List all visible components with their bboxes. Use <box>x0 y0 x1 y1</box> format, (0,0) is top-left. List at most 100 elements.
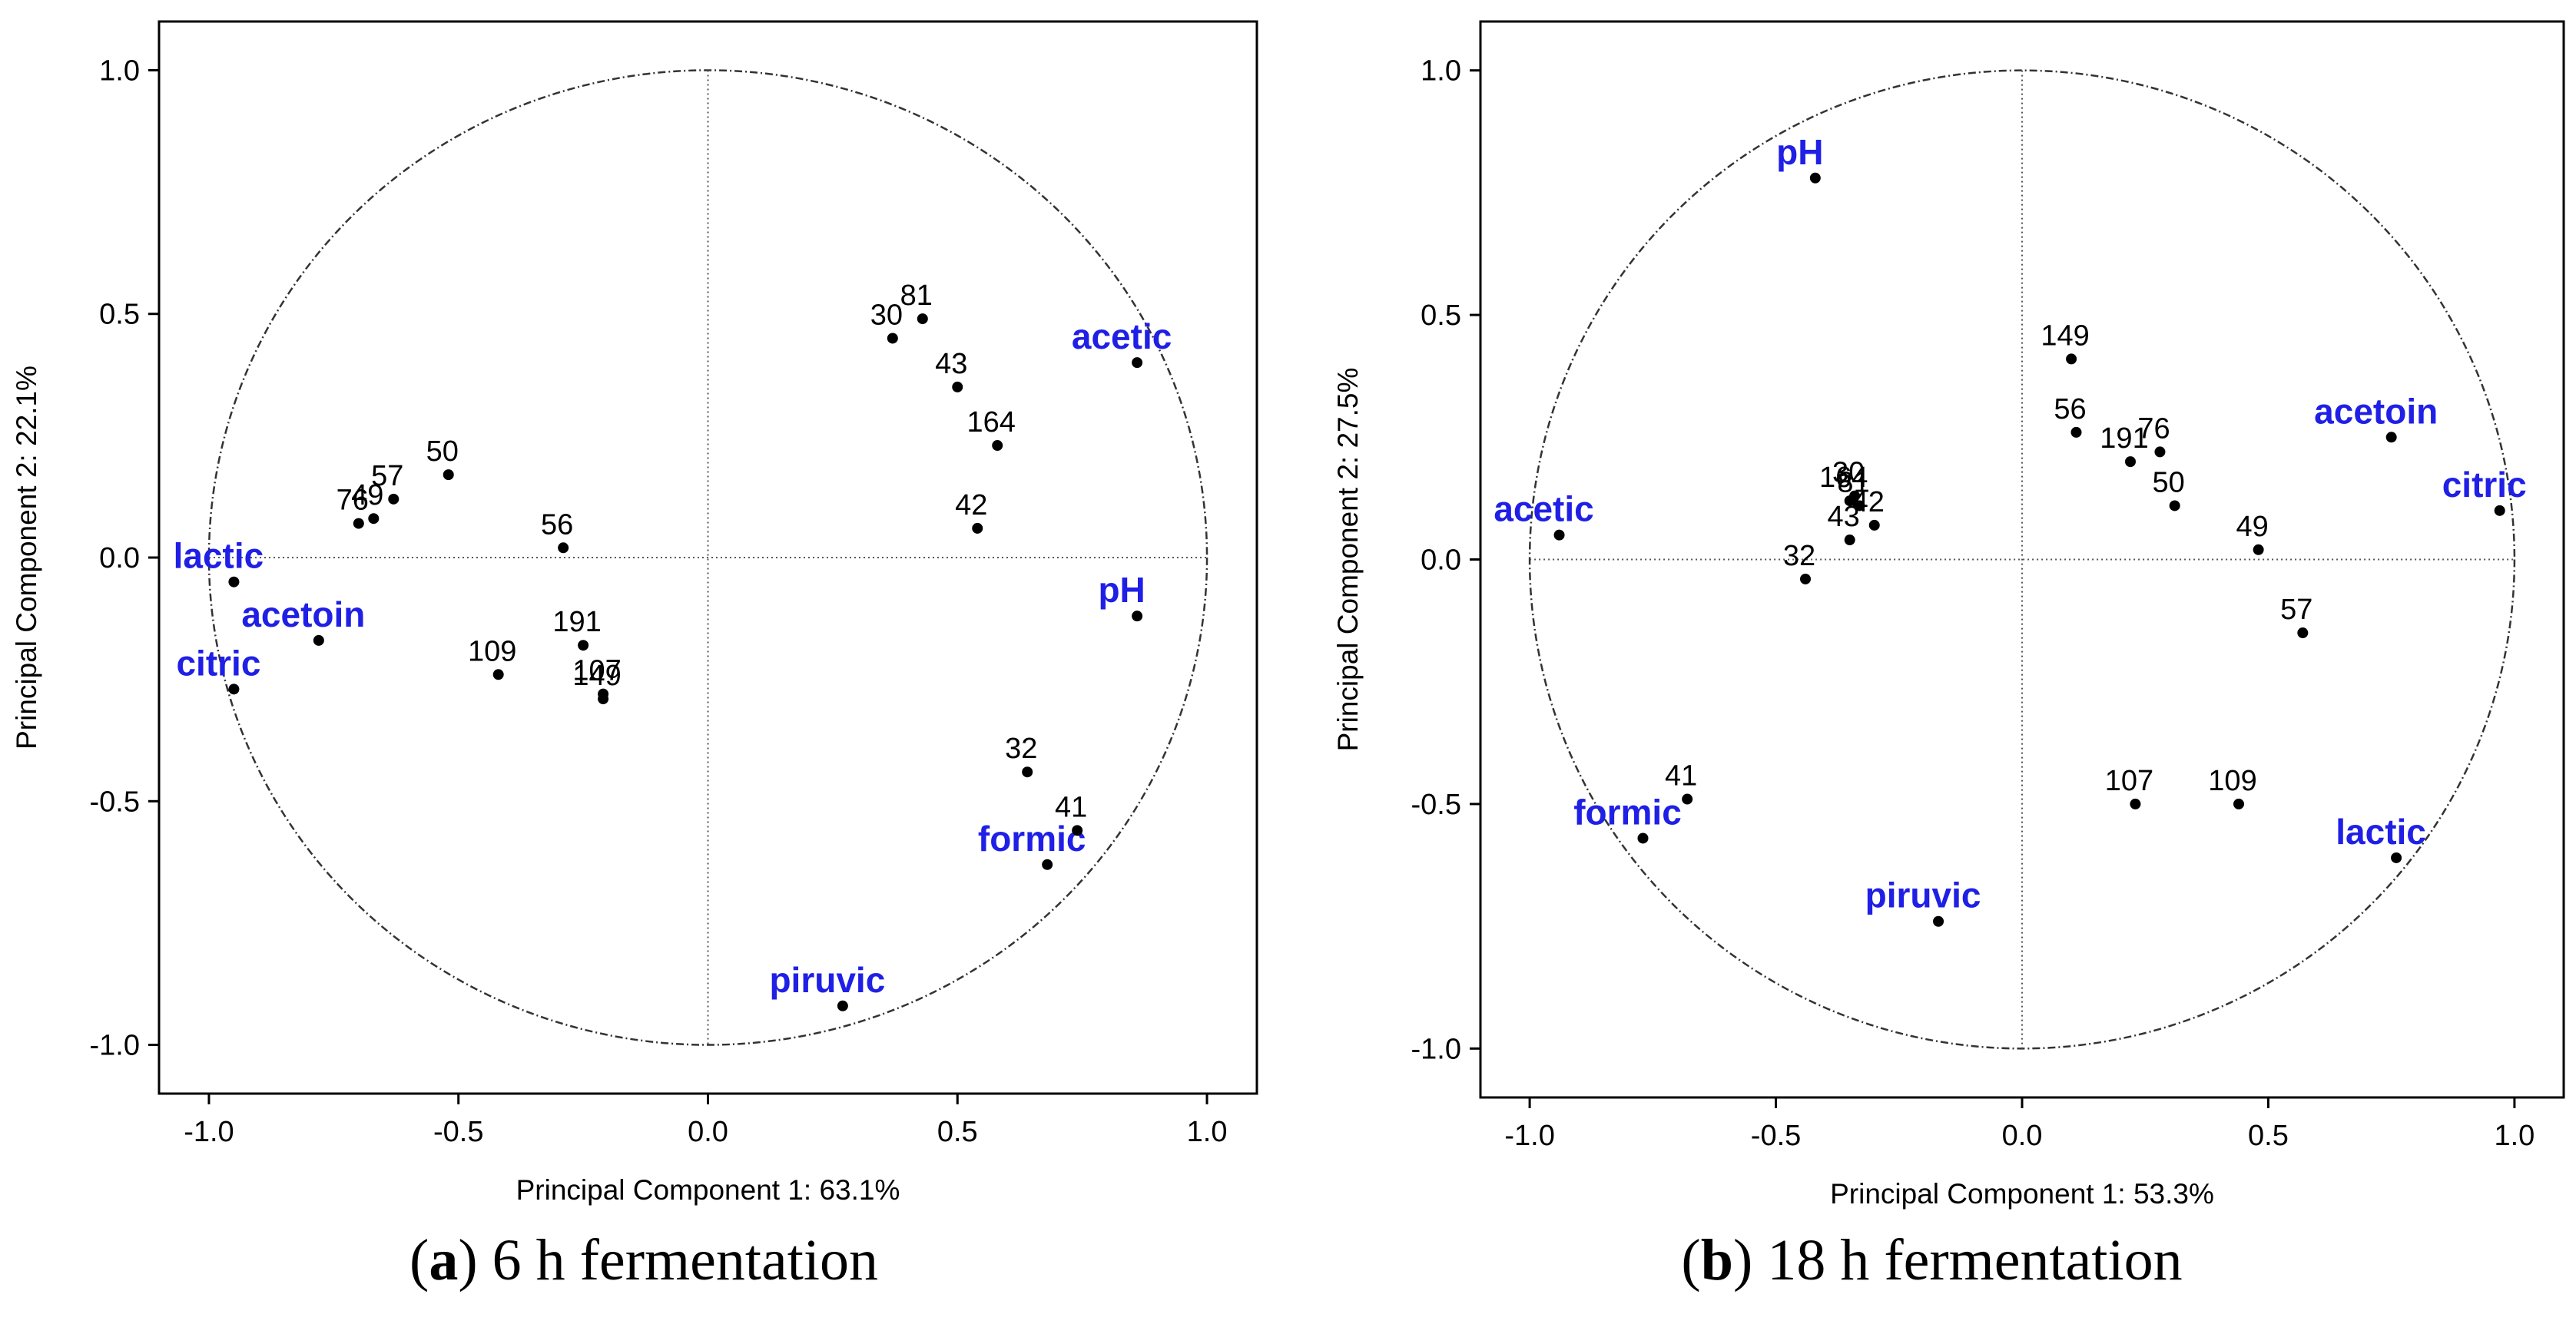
sample-point <box>2066 353 2077 365</box>
variable-point <box>1809 172 1821 184</box>
sample-label: 49 <box>351 479 383 511</box>
sample-point <box>952 381 963 392</box>
variable-point <box>1132 357 1143 369</box>
variable-label: formic <box>1573 792 1682 832</box>
x-axis-label: Principal Component 1: 53.3% <box>1830 1178 2214 1210</box>
sample-point <box>598 693 609 705</box>
sample-point <box>2125 456 2136 468</box>
sample-label: 164 <box>967 406 1016 439</box>
x-axis-label: Principal Component 1: 63.1% <box>516 1174 900 1206</box>
sample-label: 57 <box>371 460 403 492</box>
caption-b-text: 18 h fermentation <box>1767 1228 2183 1293</box>
sample-point <box>1072 825 1083 836</box>
y-tick-label: 1.0 <box>99 55 140 87</box>
variable-point <box>1637 832 1649 844</box>
sample-point <box>2130 798 2141 809</box>
y-tick-label: 0.5 <box>99 299 140 331</box>
y-axis-label: Principal Component 2: 22.1% <box>11 366 42 750</box>
sample-point <box>353 518 364 529</box>
sample-point <box>1022 766 1033 778</box>
y-tick-label: -0.5 <box>90 786 140 818</box>
sample-point <box>388 493 399 505</box>
sample-label: 191 <box>552 606 601 638</box>
x-tick-label: 1.0 <box>2494 1120 2535 1152</box>
sample-label: 30 <box>870 299 903 331</box>
x-tick-label: -0.5 <box>1751 1120 1801 1152</box>
sample-point <box>917 313 928 325</box>
sample-label: 32 <box>1005 733 1037 765</box>
sample-label: 76 <box>337 485 369 517</box>
sample-label: 191 <box>2100 422 2148 455</box>
sample-label: 43 <box>935 348 967 380</box>
sample-label: 81 <box>900 280 933 312</box>
sample-point <box>1844 495 1855 507</box>
x-tick-label: 1.0 <box>1187 1116 1228 1148</box>
y-tick-label: 0.0 <box>1421 544 1461 577</box>
y-tick-label: 1.0 <box>1421 55 1461 88</box>
variable-point <box>2385 432 2397 443</box>
caption-b: (b) 18 h fermentation <box>1681 1228 2183 1293</box>
variable-point <box>228 684 240 695</box>
sample-label: 30 <box>1832 457 1865 489</box>
y-tick-label: 0.5 <box>1421 300 1461 332</box>
variable-point <box>2494 505 2505 516</box>
sample-point <box>443 469 454 481</box>
sample-label: 50 <box>426 435 459 468</box>
variable-point <box>1132 611 1143 622</box>
x-tick-label: -1.0 <box>1504 1120 1554 1152</box>
sample-label: 41 <box>1055 791 1087 823</box>
sample-point <box>2154 446 2166 458</box>
variable-point <box>1042 859 1053 870</box>
chart-b: -1.0 -0.5 0.0 0.5 1.0 -1.0 -0.5 0.0 0.5 1.0 Princi… <box>1332 20 2565 1210</box>
variable-label: pH <box>1098 570 1145 610</box>
variable-label: pH <box>1776 132 1823 172</box>
sample-point <box>1854 500 1865 511</box>
variable-label: formic <box>978 819 1086 859</box>
variable-label: piruvic <box>1865 875 1981 915</box>
sample-point <box>2297 627 2309 639</box>
variable-label: lactic <box>2336 812 2426 852</box>
sample-label: 57 <box>2280 594 2312 626</box>
sample-label: 49 <box>2236 511 2268 543</box>
sample-label: 56 <box>2054 393 2086 425</box>
sample-point <box>2253 544 2264 555</box>
y-axis-label: Principal Component 2: 27.5% <box>1332 368 1364 752</box>
sample-label: 149 <box>2041 319 2089 352</box>
sample-label: 43 <box>1828 501 1860 533</box>
sample-label: 107 <box>572 655 621 687</box>
sample-label: 56 <box>541 508 573 541</box>
x-tick-label: -0.5 <box>433 1116 483 1148</box>
variable-label: lactic <box>174 536 264 576</box>
sample-point <box>1844 535 1855 546</box>
y-tick-label: -1.0 <box>1411 1033 1461 1065</box>
sample-label: 76 <box>2137 412 2170 445</box>
variable-point <box>2391 852 2402 863</box>
sample-point <box>2070 426 2082 438</box>
y-tick-label: -0.5 <box>1411 789 1461 821</box>
caption-a-text: 6 h fermentation <box>492 1228 878 1293</box>
y-tick-label: 0.0 <box>99 542 140 574</box>
sample-label: 81 <box>1837 466 1869 498</box>
variable-label: acetic <box>1072 316 1172 356</box>
sample-point <box>558 542 569 554</box>
caption-a: (a) 6 h fermentation <box>409 1228 878 1293</box>
x-tick-label: 0.5 <box>937 1116 978 1148</box>
x-tick-label: -1.0 <box>184 1116 234 1148</box>
sample-point <box>2233 798 2244 809</box>
x-tick-label: 0.0 <box>2002 1120 2043 1152</box>
sample-point <box>492 669 504 680</box>
variable-point <box>1933 915 1944 927</box>
sample-point <box>1682 793 1693 805</box>
variable-point <box>313 634 324 646</box>
variable-label: piruvic <box>769 960 885 1000</box>
variable-point <box>1553 529 1565 541</box>
sample-point <box>1800 573 1811 584</box>
unit-circle <box>207 69 1208 1046</box>
sample-label: 107 <box>2105 765 2153 797</box>
sample-label: 164 <box>1819 462 1868 494</box>
caption-b-letter: b <box>1700 1228 1733 1293</box>
y-tick-label: -1.0 <box>90 1030 140 1062</box>
variable-point <box>837 1000 848 1011</box>
x-tick-label: 0.0 <box>688 1116 728 1148</box>
x-tick-label: 0.5 <box>2248 1120 2289 1152</box>
